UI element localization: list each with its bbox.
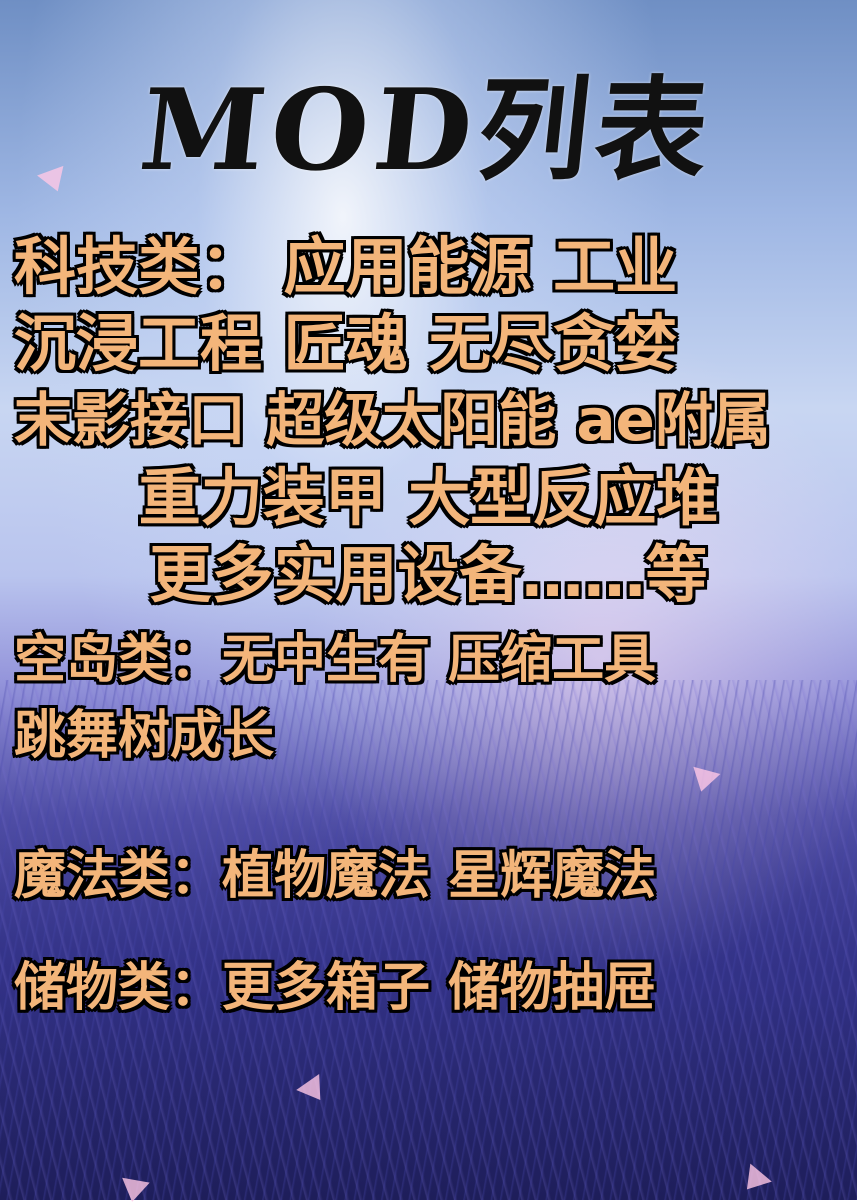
storage-category-block: 储物类：更多箱子 储物抽屉 bbox=[0, 950, 857, 1026]
magic-line: 魔法类：植物魔法 星辉魔法 bbox=[14, 845, 657, 906]
magic-category-block: 魔法类：植物魔法 星辉魔法 bbox=[0, 838, 857, 914]
tech-line: 重力装甲 大型反应堆 bbox=[138, 461, 719, 534]
storage-line: 储物类：更多箱子 储物抽屉 bbox=[14, 957, 657, 1018]
tech-line: 末影接口 超级太阳能 ae附属 bbox=[14, 386, 771, 454]
tech-line: 科技类： 应用能源 工业 bbox=[14, 230, 678, 303]
petal-decoration bbox=[118, 1177, 150, 1204]
page-title: MOD列表 bbox=[134, 65, 721, 196]
tech-line: 更多实用设备……等 bbox=[149, 538, 708, 611]
skyblock-category-block: 空岛类：无中生有 压缩工具 跳舞树成长 bbox=[0, 622, 857, 774]
tech-category-block: 科技类： 应用能源 工业 沉浸工程 匠魂 无尽贪婪 末影接口 超级太阳能 ae附… bbox=[0, 228, 857, 613]
tech-line: 沉浸工程 匠魂 无尽贪婪 bbox=[14, 307, 678, 380]
skyblock-line: 跳舞树成长 bbox=[14, 705, 275, 766]
skyblock-line: 空岛类：无中生有 压缩工具 bbox=[14, 629, 657, 690]
background-grass-field bbox=[0, 680, 857, 1200]
